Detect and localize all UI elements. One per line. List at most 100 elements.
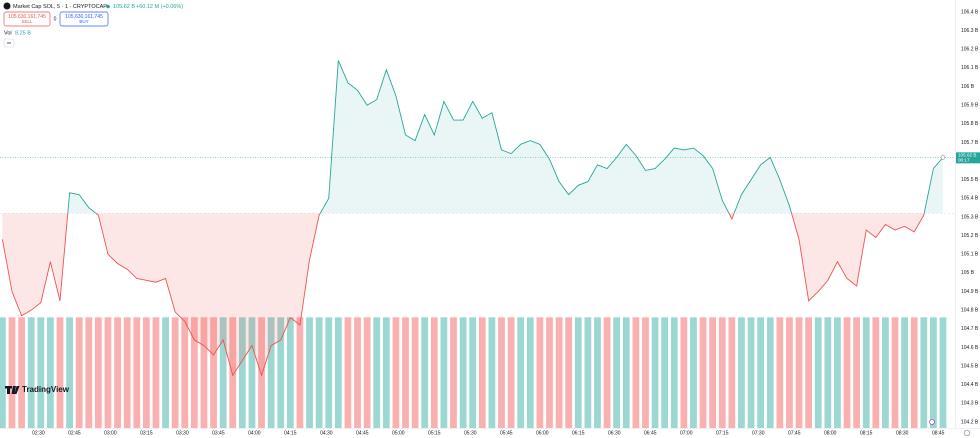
volume-bar bbox=[210, 317, 217, 428]
buy-button[interactable]: 105,630,161,745 BUY bbox=[59, 11, 109, 27]
volume-bar bbox=[488, 317, 496, 428]
logo: TradingView bbox=[5, 385, 70, 394]
status-dot bbox=[106, 4, 110, 9]
x-tick-label: 02:30 bbox=[32, 430, 45, 436]
alert-icon[interactable] bbox=[929, 419, 935, 425]
volume-bar bbox=[402, 317, 409, 428]
volume-bar bbox=[661, 317, 669, 428]
volume-bar bbox=[277, 317, 285, 428]
volume-bar bbox=[296, 317, 304, 428]
volume-bar bbox=[709, 317, 717, 428]
volume-bar bbox=[18, 317, 25, 428]
last-price-dot bbox=[940, 155, 946, 160]
volume-bar bbox=[373, 317, 381, 428]
volume-bar bbox=[37, 317, 45, 428]
volume-bar bbox=[142, 317, 150, 428]
volume-bar bbox=[238, 317, 246, 428]
volume-bar bbox=[517, 317, 525, 428]
volume-bar bbox=[75, 317, 83, 428]
volume-bar bbox=[555, 317, 563, 428]
y-tick-label: 104.2 B bbox=[961, 419, 979, 425]
x-tick-label: 05:30 bbox=[464, 430, 477, 436]
volume-bar bbox=[718, 317, 726, 428]
x-tick-label: 06:00 bbox=[536, 430, 549, 436]
volume-bar bbox=[392, 317, 400, 428]
volume-bar bbox=[334, 317, 342, 428]
last-price-box bbox=[956, 152, 980, 164]
y-tick-label: 105.5 B bbox=[961, 177, 979, 183]
y-tick-label: 104.6 B bbox=[961, 345, 979, 351]
y-tick-label: 105.2 B bbox=[961, 233, 979, 239]
area-below-baseline bbox=[2, 213, 943, 376]
x-tick-label: 06:15 bbox=[572, 430, 585, 436]
volume-bar bbox=[546, 317, 553, 428]
x-tick-label: 06:30 bbox=[608, 430, 621, 436]
volume-bar bbox=[594, 317, 601, 428]
collapse-button[interactable] bbox=[3, 38, 15, 48]
sell-box[interactable] bbox=[3, 11, 51, 27]
y-tick-label: 104.8 B bbox=[961, 308, 979, 314]
volume-bar bbox=[699, 317, 707, 428]
volume-bar bbox=[862, 317, 870, 428]
volume-bar bbox=[882, 317, 889, 428]
buy-label: BUY bbox=[79, 19, 88, 24]
volume-bar bbox=[306, 317, 313, 428]
spread: 0 bbox=[54, 16, 57, 22]
volume-bar bbox=[526, 317, 534, 428]
clock-icon[interactable] bbox=[963, 429, 971, 437]
x-tick-label: 03:45 bbox=[212, 430, 225, 436]
volume-bar bbox=[190, 317, 198, 428]
logo-text: TradingView bbox=[22, 385, 70, 394]
volume-bar bbox=[632, 317, 640, 428]
volume-bar bbox=[325, 317, 333, 428]
x-tick-label: 03:30 bbox=[176, 430, 189, 436]
x-tick-label: 04:30 bbox=[320, 430, 333, 436]
volume-bar bbox=[382, 317, 390, 428]
y-tick-label: 106.3 B bbox=[961, 28, 979, 34]
volume-bar bbox=[258, 317, 265, 428]
volume-bar bbox=[66, 317, 73, 428]
timezone-button[interactable] bbox=[929, 419, 971, 437]
volume-bar bbox=[478, 317, 486, 428]
x-tick-label: 08:00 bbox=[824, 430, 837, 436]
volume-bar bbox=[267, 317, 275, 428]
volume-bar bbox=[776, 317, 784, 428]
volume-bar bbox=[95, 317, 102, 428]
volume-bar bbox=[670, 317, 678, 428]
x-tick-label: 07:15 bbox=[716, 430, 729, 436]
volume-bar bbox=[133, 317, 141, 428]
y-tick-label: 105.9 B bbox=[961, 103, 979, 109]
volume-bar bbox=[738, 317, 745, 428]
volume-bar bbox=[171, 317, 179, 428]
x-tick-label: 08:15 bbox=[860, 430, 873, 436]
x-tick-label: 04:00 bbox=[248, 430, 261, 436]
y-tick-label: 105.4 B bbox=[961, 196, 979, 202]
y-tick-label: 106.4 B bbox=[961, 9, 979, 15]
volume-bar bbox=[757, 317, 765, 428]
volume-bar bbox=[421, 317, 429, 428]
volume-bar bbox=[152, 317, 160, 428]
sell-price: 105,630,161,745 bbox=[8, 14, 46, 20]
volume-bar bbox=[430, 317, 438, 428]
volume-bar bbox=[574, 317, 582, 428]
header-price: 105.62 B bbox=[113, 4, 135, 10]
x-tick-label: 07:30 bbox=[752, 430, 765, 436]
volume-bar bbox=[603, 317, 611, 428]
volume-bar bbox=[843, 317, 851, 428]
volume-bar bbox=[344, 317, 352, 428]
volume-bar bbox=[622, 317, 630, 428]
x-tick-label: 03:00 bbox=[104, 430, 117, 436]
symbol-title: Market Cap SOL, 5 · 1 · CRYPTOCAP bbox=[13, 4, 107, 10]
volume-bar bbox=[8, 317, 16, 428]
volume-bar bbox=[181, 317, 189, 428]
buy-box[interactable] bbox=[59, 11, 109, 27]
x-tick-label: 03:15 bbox=[140, 430, 153, 436]
sell-button[interactable]: 105,630,161,745 SELL bbox=[3, 11, 51, 27]
volume-bar bbox=[795, 317, 803, 428]
volume-bar bbox=[824, 317, 832, 428]
volume-bar bbox=[680, 317, 688, 428]
volume-bar bbox=[27, 317, 35, 428]
volume-bar bbox=[834, 317, 841, 428]
volume-bar bbox=[440, 317, 448, 428]
volume-bar bbox=[872, 317, 880, 428]
